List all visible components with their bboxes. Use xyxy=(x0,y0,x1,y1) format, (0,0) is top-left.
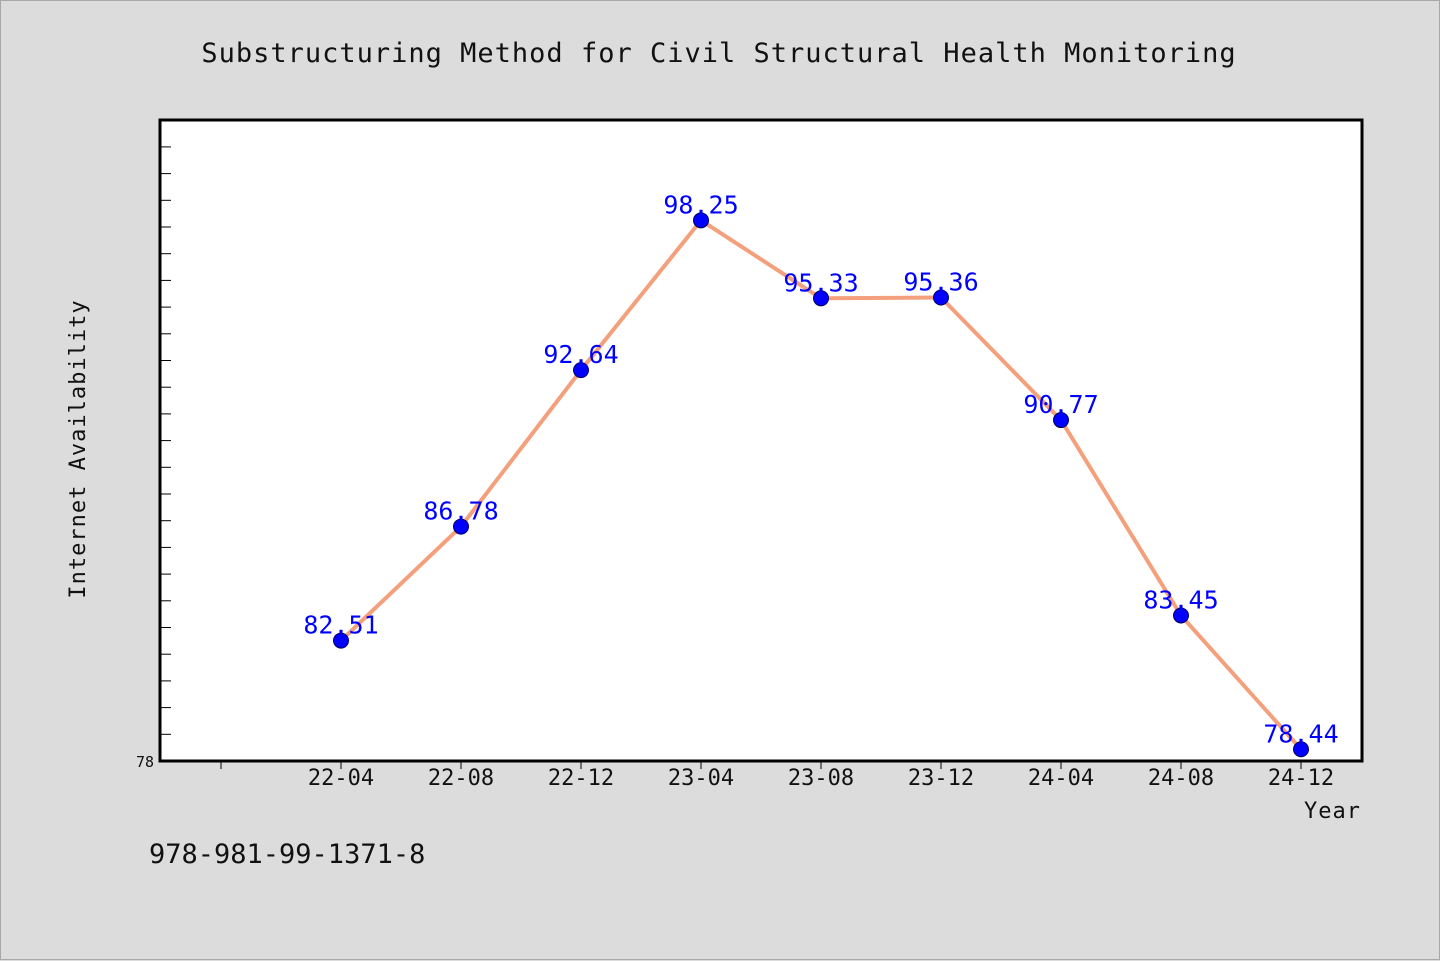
data-point-marker xyxy=(1173,607,1189,624)
x-axis-label: Year xyxy=(1304,799,1361,824)
x-tick-label: 23-12 xyxy=(908,766,974,791)
data-label: 83.45 xyxy=(1143,585,1218,614)
x-tick-label: 22-12 xyxy=(548,766,614,791)
data-label: 98.25 xyxy=(663,190,738,219)
data-point-marker xyxy=(933,289,949,306)
plot-area xyxy=(158,118,1364,763)
y-axis-ticks: 78 xyxy=(136,146,171,771)
data-point-marker xyxy=(693,212,709,229)
data-label: 90.77 xyxy=(1023,390,1098,419)
x-tick-label: 24-12 xyxy=(1268,766,1334,791)
series-line-group: 82.51 86.78 92.64 98.25 95.33 95.36 90.77 83.45… xyxy=(303,190,1339,758)
data-point-marker xyxy=(813,290,829,307)
data-label: 78.44 xyxy=(1263,719,1338,748)
data-point-marker xyxy=(1293,741,1309,758)
data-label: 82.51 xyxy=(303,611,378,640)
chart-title: Substructuring Method for Civil Structur… xyxy=(201,38,1236,69)
data-point-marker xyxy=(1053,412,1069,429)
x-axis-ticks: 22-04 22-08 22-12 23-04 23-08 23-12 24-04 24-08… xyxy=(220,761,1334,791)
x-tick-label: 22-04 xyxy=(308,766,374,791)
x-tick-label: 23-04 xyxy=(668,766,734,791)
y-axis-label: Internet Availability xyxy=(66,299,91,598)
x-tick-label: 24-04 xyxy=(1028,766,1094,791)
data-label: 86.78 xyxy=(423,497,498,526)
data-point-marker xyxy=(573,362,589,379)
data-point-marker xyxy=(453,518,469,535)
x-tick-label: 23-08 xyxy=(788,766,854,791)
data-label: 92.64 xyxy=(543,340,618,369)
data-label: 95.33 xyxy=(783,268,858,297)
x-tick-label: 24-08 xyxy=(1148,766,1214,791)
y-tick-label: 78 xyxy=(136,753,154,771)
isbn-footer: 978-981-99-1371-8 xyxy=(149,839,425,870)
data-point-marker xyxy=(333,632,349,649)
x-tick-label: 22-08 xyxy=(428,766,494,791)
data-label: 95.36 xyxy=(903,267,978,296)
